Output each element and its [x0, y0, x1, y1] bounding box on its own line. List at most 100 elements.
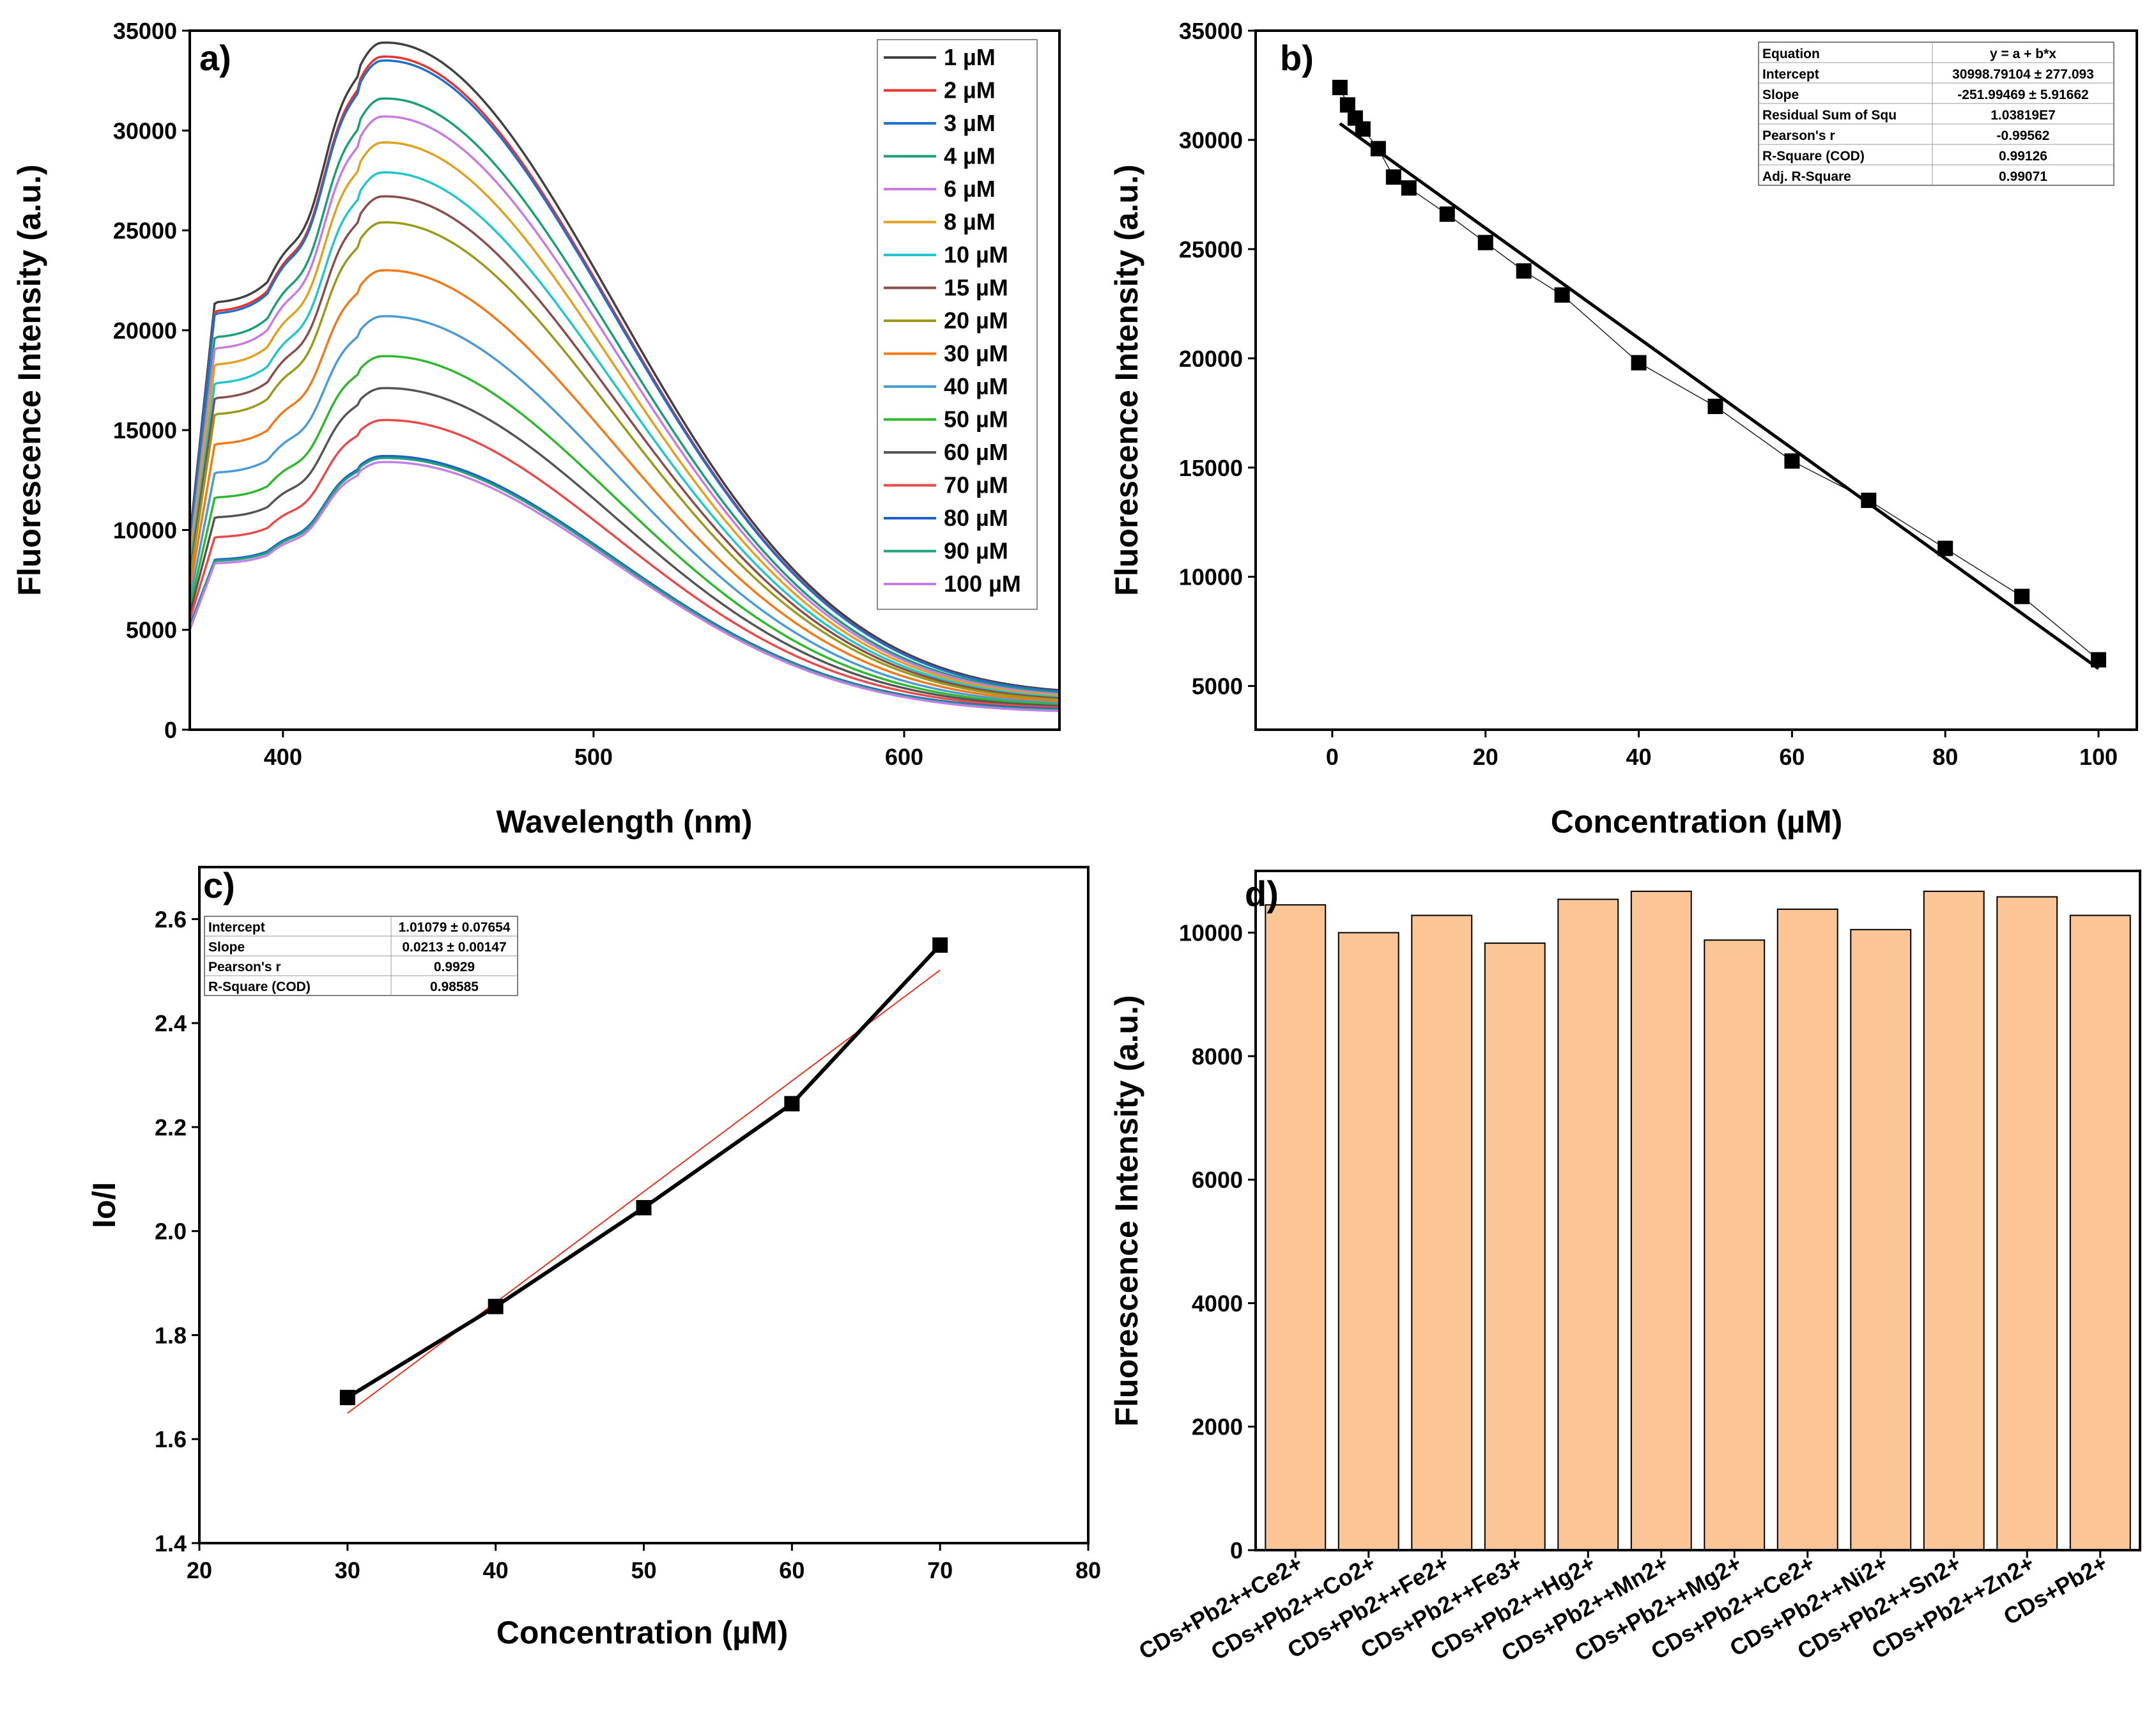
data-point — [932, 937, 948, 953]
panel-a-legend: 1 µM 2 µM 3 µM 4 µM 6 µM 8 µM 10 µM 15 µM 20 µM 3… — [877, 39, 1038, 610]
panel-a-ytick-label: 35000 — [113, 18, 177, 44]
panel-b-ytick-label: 15000 — [1179, 455, 1243, 481]
panel-d-ytick-label: 6000 — [1192, 1167, 1243, 1193]
data-point — [1339, 97, 1355, 113]
legend-box — [877, 39, 1038, 610]
panel-b-ytick-label: 10000 — [1179, 564, 1243, 590]
panel-b-frame — [1254, 29, 2138, 731]
panel-b-table-frame — [1758, 42, 2114, 186]
legend-label: 4 µM — [944, 143, 996, 169]
bar — [1411, 914, 1473, 1551]
panel-c-table-value: 0.9929 — [434, 960, 475, 974]
panel-b-fit-table: Equation y = a + b*x Intercept 30998.79104 … — [1758, 42, 2114, 186]
panel-c-ytick-label: 1.6 — [155, 1426, 187, 1452]
panel-b-table-value: -251.99469 ± 5.91662 — [1957, 88, 2088, 102]
panel-b-linear-fit-chart: b) 0 20 40 60 80 100 5000 10000 15000 20000 25000 3… — [1109, 18, 2138, 840]
panel-b-table-key: Residual Sum of Squ — [1762, 108, 1897, 123]
data-point — [2014, 588, 2030, 604]
panel-a-frame — [189, 29, 1061, 731]
panel-a-ytick-label: 5000 — [126, 617, 177, 643]
panel-b-table-value: 1.03819E7 — [1990, 108, 2056, 123]
panel-c-ytick-label: 2.0 — [155, 1219, 187, 1245]
panel-a-ytick-label: 15000 — [113, 417, 177, 443]
legend-label: 10 µM — [944, 242, 1008, 268]
panel-c-table-value: 1.01079 ± 0.07654 — [398, 920, 510, 935]
panel-b-ytick-label: 30000 — [1179, 127, 1243, 153]
series-line-4µM — [189, 97, 1060, 695]
bar — [1996, 896, 2058, 1551]
legend-label: 80 µM — [944, 505, 1008, 531]
panel-b-table-value: 0.99071 — [1999, 169, 2047, 184]
panel-b-xtick-label: 0 — [1326, 744, 1339, 770]
panel-c-xtick-label: 40 — [483, 1557, 509, 1583]
data-point — [636, 1200, 652, 1216]
series-line-15µM — [189, 195, 1060, 700]
panel-b-xtick-label: 20 — [1473, 744, 1498, 770]
bar — [1484, 942, 1546, 1551]
panel-d-ylabel: Fluorescence Intensity (a.u.) — [1109, 995, 1144, 1426]
bar — [1265, 904, 1327, 1551]
data-point — [1401, 180, 1417, 196]
panel-a-xtick-label: 600 — [885, 744, 923, 770]
legend-label: 60 µM — [944, 439, 1008, 465]
legend-label: 15 µM — [944, 275, 1008, 301]
legend-label: 70 µM — [944, 472, 1008, 498]
bar — [1704, 939, 1766, 1551]
panel-d-ytick-label: 8000 — [1192, 1043, 1243, 1070]
panel-a-ylabel: Fluorescence Intensity (a.u.) — [12, 164, 47, 596]
legend-label: 20 µM — [944, 307, 1008, 334]
linear-fit-line — [1339, 122, 2100, 670]
data-point — [1861, 493, 1877, 509]
bar — [1337, 932, 1399, 1551]
legend-label: 6 µM — [944, 176, 996, 202]
panel-a-ytick-label: 0 — [164, 717, 177, 743]
legend-label: 50 µM — [944, 406, 1008, 433]
data-point — [1385, 169, 1401, 185]
panel-b-xlabel: Concentration (µM) — [1551, 804, 1843, 840]
panel-b-table-key: Equation — [1762, 47, 1820, 61]
panel-c-ytick-label: 1.4 — [155, 1530, 187, 1557]
linear-fit-line — [347, 969, 941, 1414]
panel-b-table-value: -0.99562 — [1997, 128, 2050, 143]
panel-b-table-key: R-Square (COD) — [1762, 149, 1865, 164]
legend-label: 30 µM — [944, 341, 1008, 367]
data-connector-line — [346, 944, 942, 1399]
panel-a-xlabel: Wavelength (nm) — [497, 804, 753, 840]
data-point — [2091, 652, 2107, 668]
panel-c-xtick-label: 80 — [1075, 1557, 1101, 1583]
series-line-50µM — [189, 355, 1060, 706]
bar — [1923, 890, 1985, 1551]
panel-c-xtick-label: 30 — [335, 1557, 360, 1583]
panel-c-table-key: Slope — [208, 940, 245, 955]
data-point — [1439, 206, 1455, 222]
data-point — [784, 1096, 800, 1112]
panel-d-label: d) — [1245, 873, 1279, 914]
data-point — [1370, 141, 1386, 157]
data-point — [1631, 355, 1647, 371]
series-line-8µM — [189, 141, 1060, 697]
legend-label: 100 µM — [944, 571, 1021, 597]
panel-a-ytick-label: 25000 — [113, 218, 177, 244]
panel-b-ylabel: Fluorescence Intensity (a.u.) — [1109, 164, 1144, 596]
data-point — [1707, 399, 1723, 415]
bar — [1850, 928, 1912, 1551]
series-line-6µM — [189, 115, 1060, 696]
panel-c-xtick-label: 70 — [927, 1557, 953, 1583]
panel-b-ytick-label: 25000 — [1179, 236, 1243, 263]
panel-a-xtick-label: 400 — [264, 744, 302, 770]
panel-c-label: c) — [203, 865, 235, 905]
data-point — [1332, 79, 1348, 95]
series-line-20µM — [189, 221, 1060, 701]
panel-d-ytick-label: 2000 — [1192, 1414, 1243, 1440]
panel-b-ytick-label: 5000 — [1192, 673, 1243, 700]
legend-label: 40 µM — [944, 373, 1008, 399]
panel-c-xtick-label: 20 — [187, 1557, 212, 1583]
series-line-70µM — [189, 419, 1060, 709]
legend-label: 3 µM — [944, 110, 996, 136]
data-point — [488, 1298, 504, 1314]
data-point — [1554, 287, 1570, 303]
panel-b-label: b) — [1280, 38, 1314, 78]
data-point — [1477, 235, 1493, 250]
panel-d-ytick-label: 10000 — [1179, 920, 1243, 946]
